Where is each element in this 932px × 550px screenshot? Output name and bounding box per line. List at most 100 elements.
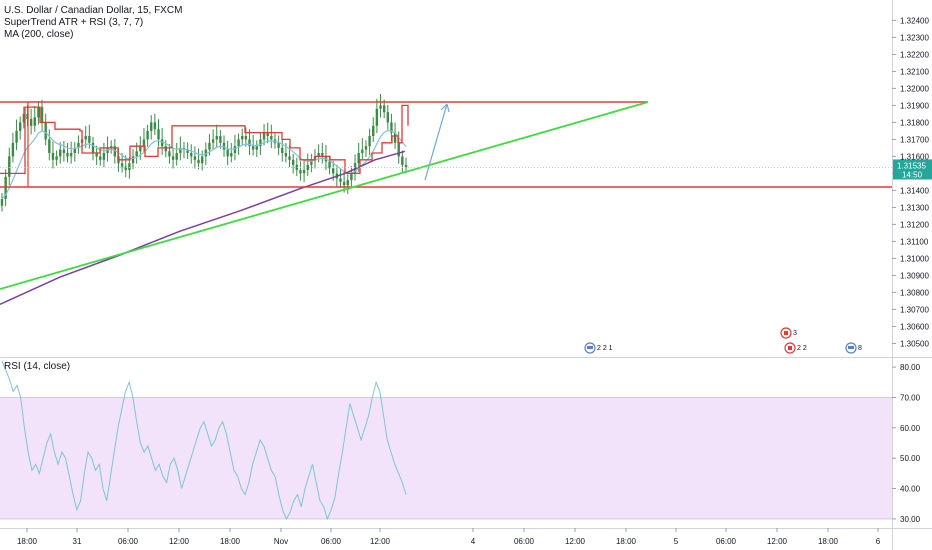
event-badge-2: 3 xyxy=(780,327,797,339)
event-count: 8 xyxy=(858,345,862,352)
candle-body xyxy=(44,122,47,140)
candle-body xyxy=(168,151,171,157)
rsi-band-layer xyxy=(0,396,892,520)
candle-body xyxy=(142,139,146,147)
legend-symbol: U.S. Dollar / Canadian Dollar, 15, FXCM xyxy=(4,5,183,16)
candle-body xyxy=(62,149,66,153)
candle-body xyxy=(372,125,375,136)
rsi-tick-label: 70.00 xyxy=(900,393,921,402)
candle-body xyxy=(11,142,15,157)
candle-body xyxy=(215,136,218,140)
price-tick-label: 1.30900 xyxy=(900,271,929,280)
candle-body xyxy=(379,105,382,109)
candle-body xyxy=(291,159,295,165)
stars-stripes-icon xyxy=(848,346,854,349)
price-tick-label: 1.31800 xyxy=(900,118,929,127)
candle-body xyxy=(382,105,386,113)
candle-body xyxy=(306,164,309,170)
candle-body xyxy=(266,132,269,136)
price-tick-label: 1.32300 xyxy=(900,33,929,42)
price-tick-label: 1.32400 xyxy=(900,16,929,25)
event-count: 3 xyxy=(793,330,797,337)
candle-body xyxy=(69,153,73,157)
candle-body xyxy=(200,156,204,164)
ma-200-line xyxy=(0,150,406,305)
candle-body xyxy=(131,156,135,164)
time-tick-label: 06:00 xyxy=(321,537,342,546)
time-tick-label: 18:00 xyxy=(818,537,839,546)
time-tick-label: 6 xyxy=(876,537,881,546)
time-tick-label: 06:00 xyxy=(716,537,737,546)
candle-body xyxy=(99,156,102,160)
candle-body xyxy=(84,136,87,140)
candle-body xyxy=(226,149,229,157)
candle-body xyxy=(15,130,18,143)
candle-body xyxy=(328,161,331,169)
candle-body xyxy=(241,136,244,140)
candle-body xyxy=(288,156,291,160)
candle-body xyxy=(346,180,349,186)
candle-body xyxy=(22,113,26,123)
candle-body xyxy=(277,142,280,148)
rsi-tick-label: 50.00 xyxy=(900,454,921,463)
candle-body xyxy=(317,153,320,157)
candle-body xyxy=(8,156,11,177)
candle-body xyxy=(40,107,44,123)
candle-body xyxy=(157,129,160,140)
candle-body xyxy=(171,156,175,160)
candle-body xyxy=(357,153,360,164)
signal-line xyxy=(1,129,407,200)
event-badge-3: 2 2 xyxy=(784,342,807,354)
rsi-tick-label: 60.00 xyxy=(900,424,921,433)
candle-body xyxy=(29,119,33,126)
candle-body xyxy=(95,153,98,157)
price-badge-value: 1.31535 xyxy=(897,161,926,170)
candle-body xyxy=(295,164,299,170)
candle-body xyxy=(222,142,226,150)
candle-body xyxy=(164,146,167,152)
event-badge-1: 2 2 1 xyxy=(584,342,613,354)
time-tick-label: 4 xyxy=(471,537,476,546)
price-tick-label: 1.31200 xyxy=(900,220,929,229)
candle-body xyxy=(237,139,240,147)
candle-body xyxy=(160,139,164,147)
candle-body xyxy=(18,122,22,131)
candle-body xyxy=(0,198,4,206)
candle-body xyxy=(55,156,58,160)
candle-body xyxy=(299,170,302,174)
candle-body xyxy=(124,166,127,170)
price-tick-label: 1.32200 xyxy=(900,50,929,59)
supertrend-line xyxy=(0,104,409,175)
event-count: 2 2 1 xyxy=(597,345,613,352)
candle-body xyxy=(193,156,197,160)
legend-rsi: RSI (14, close) xyxy=(4,361,71,372)
legend-supertrend: SuperTrend ATR + RSI (3, 7, 7) xyxy=(4,17,144,28)
candle-body xyxy=(197,159,200,164)
rsi-line-layer xyxy=(1,360,407,521)
candle-body xyxy=(339,178,342,182)
event-badges: 2 2 1 3 2 2 8 xyxy=(584,327,862,354)
price-tick-label: 1.31700 xyxy=(900,135,929,144)
price-tick-label: 1.30800 xyxy=(900,288,929,297)
candle-body xyxy=(88,136,91,143)
candle-body xyxy=(186,149,189,153)
ascending-trendline xyxy=(0,101,649,290)
candle-body xyxy=(91,142,95,153)
candle-body xyxy=(259,139,262,147)
candle-body xyxy=(4,176,7,199)
candle-body xyxy=(211,139,215,143)
candle-body xyxy=(233,146,237,153)
candle-body xyxy=(33,117,36,126)
candle-body xyxy=(281,147,284,153)
candle-body xyxy=(255,146,258,150)
candle-body xyxy=(102,153,106,160)
event-count: 2 2 xyxy=(797,345,807,352)
price-badge xyxy=(893,159,932,180)
time-tick-label: 12:00 xyxy=(565,537,586,546)
maple-leaf-icon xyxy=(784,331,788,335)
candle-body xyxy=(368,136,371,147)
candle-body xyxy=(66,153,69,157)
candle-body xyxy=(175,153,178,160)
